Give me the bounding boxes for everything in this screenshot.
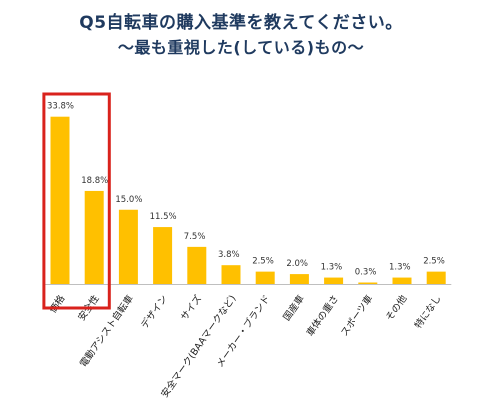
value-label-2: 18.8% <box>81 176 108 186</box>
bar-1 <box>50 116 70 284</box>
bar-11 <box>392 277 412 284</box>
bar-8 <box>289 274 309 284</box>
bar-3 <box>118 209 138 284</box>
bar-9 <box>324 277 344 284</box>
value-label-12: 2.5% <box>423 257 445 267</box>
value-label-4: 11.5% <box>150 212 177 222</box>
value-label-1: 33.8% <box>47 102 74 112</box>
value-label-3: 15.0% <box>115 195 142 205</box>
value-label-11: 1.3% <box>389 263 411 273</box>
category-label-5: サイズ <box>178 292 204 322</box>
bar-7 <box>255 271 275 284</box>
category-label-8: 国産車 <box>281 292 307 323</box>
bar-4 <box>153 227 173 284</box>
category-label-1: 価格 <box>47 292 68 315</box>
value-label-10: 0.3% <box>355 268 377 278</box>
bar-5 <box>187 246 207 284</box>
category-label-11: その他 <box>383 292 409 323</box>
value-label-5: 7.5% <box>184 232 206 242</box>
bar-10 <box>358 282 378 284</box>
chart-title-line1: Q5自転車の購入基準を教えてください。 <box>79 13 403 33</box>
category-label-4: デザイン <box>138 293 170 331</box>
value-label-7: 2.5% <box>252 257 274 267</box>
value-label-6: 3.8% <box>218 250 240 260</box>
value-label-8: 2.0% <box>286 259 308 269</box>
category-label-10: スポーツ車 <box>338 292 375 338</box>
chart-title-line2: ～最も重視した(している)もの～ <box>117 38 365 57</box>
bar-2 <box>84 190 104 284</box>
highlight-box <box>42 92 111 310</box>
category-label-12: 特になし <box>412 293 444 331</box>
value-label-9: 1.3% <box>321 263 343 273</box>
bar-6 <box>221 265 241 284</box>
bar-12 <box>426 271 446 284</box>
category-label-9: 車体の重さ <box>304 293 341 339</box>
